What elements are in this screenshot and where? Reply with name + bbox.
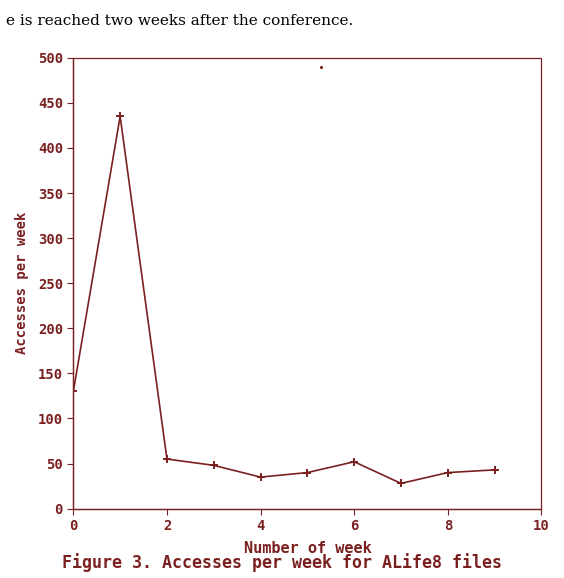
Y-axis label: Accesses per week: Accesses per week	[15, 212, 29, 354]
Text: e is reached two weeks after the conference.: e is reached two weeks after the confere…	[6, 14, 353, 28]
Text: Figure 3. Accesses per week for ALife8 files: Figure 3. Accesses per week for ALife8 f…	[62, 553, 502, 572]
Bar	[73, 58, 541, 509]
X-axis label: Number of week: Number of week	[244, 542, 371, 557]
